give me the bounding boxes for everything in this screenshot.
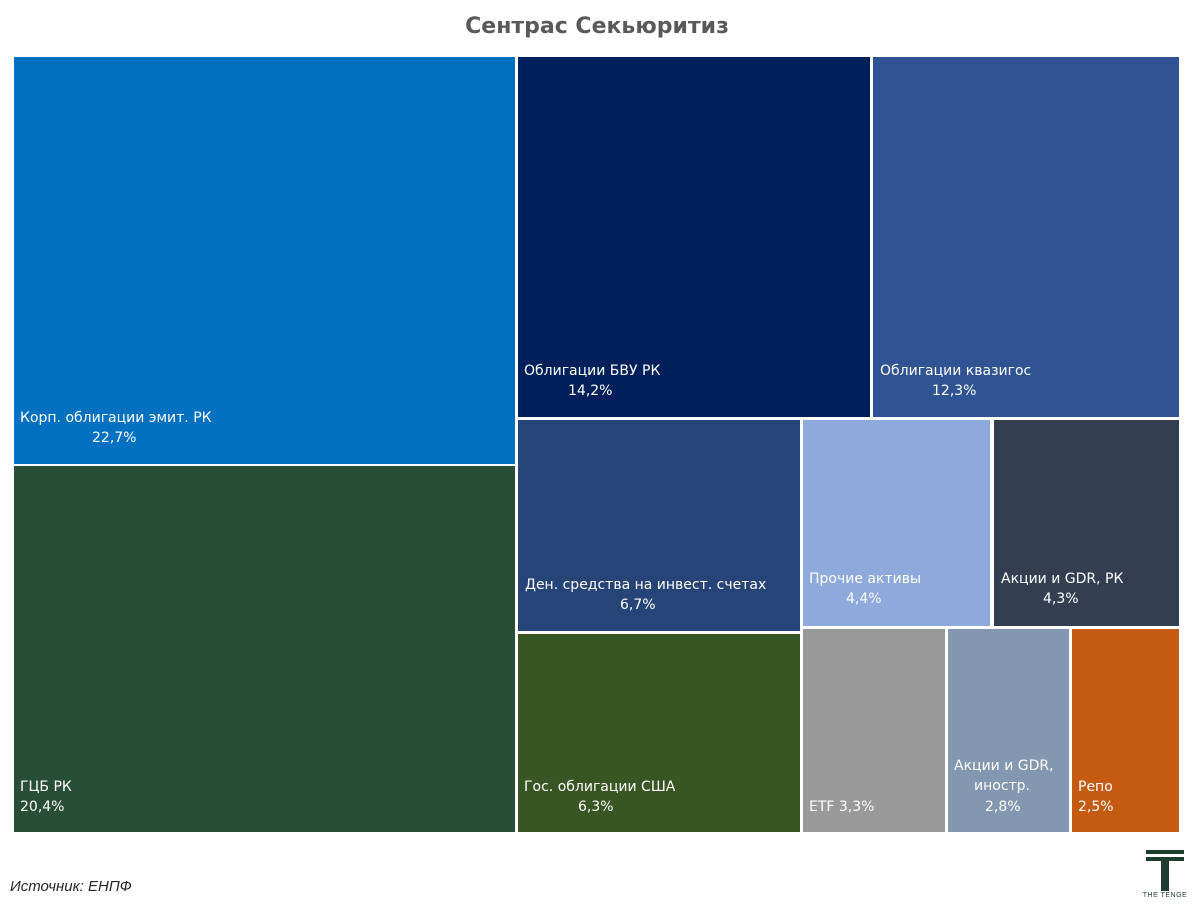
logo-text: THE TENGE [1142,892,1188,899]
tile-label: Акции и GDR, РК [1001,571,1124,587]
tile-value: 2,8% [985,799,1021,815]
tile-label: Корп. облигации эмит. РК [20,410,212,426]
tile-value: 6,3% [578,799,614,815]
tile-label: Гос. облигации США [524,779,676,795]
treemap-tile [803,629,945,832]
the-tenge-logo [1146,850,1184,891]
tile-value: 4,4% [846,591,882,607]
treemap-tile [518,420,800,631]
tile-label: ETF 3,3% [809,799,875,815]
tile-label: Ден. средства на инвест. счетах [525,577,767,593]
treemap-tile [1072,629,1179,832]
tile-value: 22,7% [92,430,137,446]
tile-value: 20,4% [20,799,65,815]
tile-label: Репо [1078,779,1113,795]
treemap-tile [14,466,515,832]
tile-label: ГЦБ РК [20,779,72,795]
treemap-tile [948,629,1069,832]
tile-value: 12,3% [932,383,977,399]
tile-label: иностр. [974,778,1031,794]
treemap-tile [994,420,1179,626]
tile-label: Облигации квазигос [880,363,1032,379]
treemap-tile [873,57,1179,417]
treemap-tile [803,420,990,626]
tile-label: Прочие активы [809,571,922,587]
treemap-tile [518,57,870,417]
treemap-tile [518,634,800,832]
source-note: Источник: ЕНПФ [10,878,132,895]
tile-value: 4,3% [1043,591,1079,607]
tile-value: 2,5% [1078,799,1114,815]
tile-value: 14,2% [568,383,613,399]
treemap-tile [14,57,515,464]
tile-value: 6,7% [620,597,656,613]
chart-title: Сентрас Секьюритиз [465,14,729,39]
tile-label: Акции и GDR, [954,758,1054,774]
tile-label: Облигации БВУ РК [524,363,661,379]
